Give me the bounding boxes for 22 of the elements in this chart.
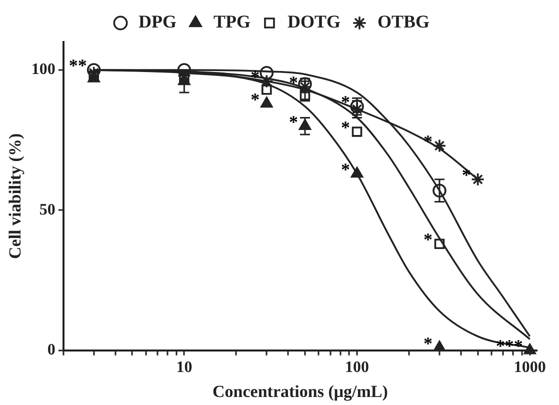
legend-label: DOTG <box>287 12 341 32</box>
annotation: * <box>288 72 298 93</box>
y-tick-label: 100 <box>31 61 56 78</box>
annotation: * <box>423 230 432 250</box>
y-tick-label: 50 <box>39 201 56 218</box>
annotation: ** <box>68 56 87 76</box>
x-tick-label: 1000 <box>514 359 546 376</box>
annotation: * <box>462 165 471 186</box>
legend-label: TPG <box>213 12 250 32</box>
annotation: * <box>341 92 350 112</box>
y-tick-label: 0 <box>47 342 56 359</box>
x-axis-title: Concentrations (μg/mL) <box>212 382 388 402</box>
x-tick-label: 10 <box>176 359 192 376</box>
annotation: * <box>288 112 298 132</box>
y-axis-title: Cell viability (%) <box>6 133 25 260</box>
annotation: * <box>250 89 260 110</box>
x-tick-label: 100 <box>345 359 370 376</box>
annotation: * <box>423 333 432 354</box>
annotation: * <box>341 117 350 138</box>
legend-label: DPG <box>138 12 176 32</box>
legend-label: OTBG <box>377 12 430 32</box>
annotation: * <box>341 159 350 180</box>
